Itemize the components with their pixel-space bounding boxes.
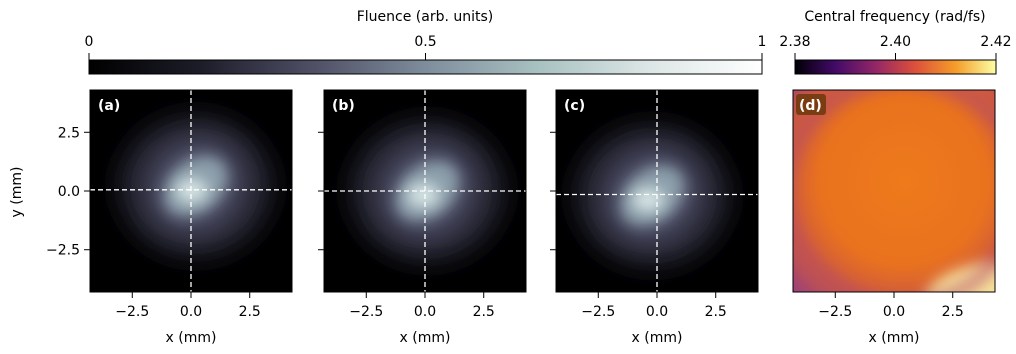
frequency-map [793, 90, 995, 292]
fluence-colorbar-tick-label: 0 [85, 34, 94, 50]
y-tick-label: −2.5 [46, 243, 80, 259]
panel-label: (d) [799, 98, 822, 114]
y-tick-label: 0.0 [58, 184, 80, 200]
frequency-colorbar-label: Central frequency (rad/fs) [804, 9, 985, 25]
fluence-core [175, 178, 208, 203]
x-tick-label: −2.5 [349, 304, 383, 320]
x-tick-label: 2.5 [239, 304, 261, 320]
fluence-core [407, 183, 440, 207]
x-tick-label: −2.5 [115, 304, 149, 320]
fluence-colorbar-tick-label: 1 [758, 34, 767, 50]
fluence-core [632, 187, 665, 212]
panel-label-background [796, 94, 826, 115]
x-tick-label: 0.0 [180, 304, 202, 320]
fluence-colorbar-tick-label: 0.5 [414, 34, 436, 50]
panel-label: (c) [564, 98, 585, 114]
panels: (a) −2.5 0.0 2.5 x (mm) 2.5 0.0 −2.5 (b) −2.5 0.0 2… [46, 89, 996, 346]
frequency-panel: (d) −2.5 0.0 2.5 x (mm) [792, 89, 996, 346]
x-tick-label: 0.0 [414, 304, 436, 320]
x-tick-label: 2.5 [942, 304, 964, 320]
fluence-colorbar [88, 59, 763, 75]
x-tick-label: 0.0 [646, 304, 668, 320]
x-tick-label: 2.5 [473, 304, 495, 320]
frequency-colorbar-tick-label: 2.42 [980, 34, 1011, 50]
fluence-panel-3: (c) [555, 89, 759, 293]
x-tick-label: −2.5 [818, 304, 852, 320]
x-tick-label: 2.5 [705, 304, 727, 320]
x-axis-label: x (mm) [869, 330, 920, 346]
frequency-colorbar [794, 59, 997, 75]
frequency-colorbar-tick-label: 2.38 [779, 34, 810, 50]
axes-1: −2.5 0.0 2.5 x (mm) 2.5 0.0 −2.5 [46, 125, 261, 346]
axes-2: −2.5 0.0 2.5 x (mm) [318, 131, 495, 346]
x-axis-label: x (mm) [166, 330, 217, 346]
fluence-panel-1: (a) [89, 89, 293, 293]
x-tick-label: −2.5 [581, 304, 615, 320]
panel-label: (b) [332, 98, 355, 114]
axes-3: −2.5 0.0 2.5 x (mm) [550, 131, 727, 346]
x-axis-label: x (mm) [400, 330, 451, 346]
fluence-colorbar-label: Fluence (arb. units) [357, 9, 494, 25]
x-tick-label: 0.0 [883, 304, 905, 320]
fluence-panel-2: (b) [323, 89, 527, 293]
y-tick-label: 2.5 [58, 125, 80, 141]
panel-label: (a) [98, 98, 120, 114]
frequency-colorbar-tick-label: 2.40 [880, 34, 911, 50]
x-axis-label: x (mm) [632, 330, 683, 346]
y-axis-label: y (mm) [9, 167, 25, 218]
fluence-colorbar-ticks: 0 0.5 1 [85, 34, 767, 60]
frequency-colorbar-ticks: 2.38 2.40 2.42 [779, 34, 1012, 60]
